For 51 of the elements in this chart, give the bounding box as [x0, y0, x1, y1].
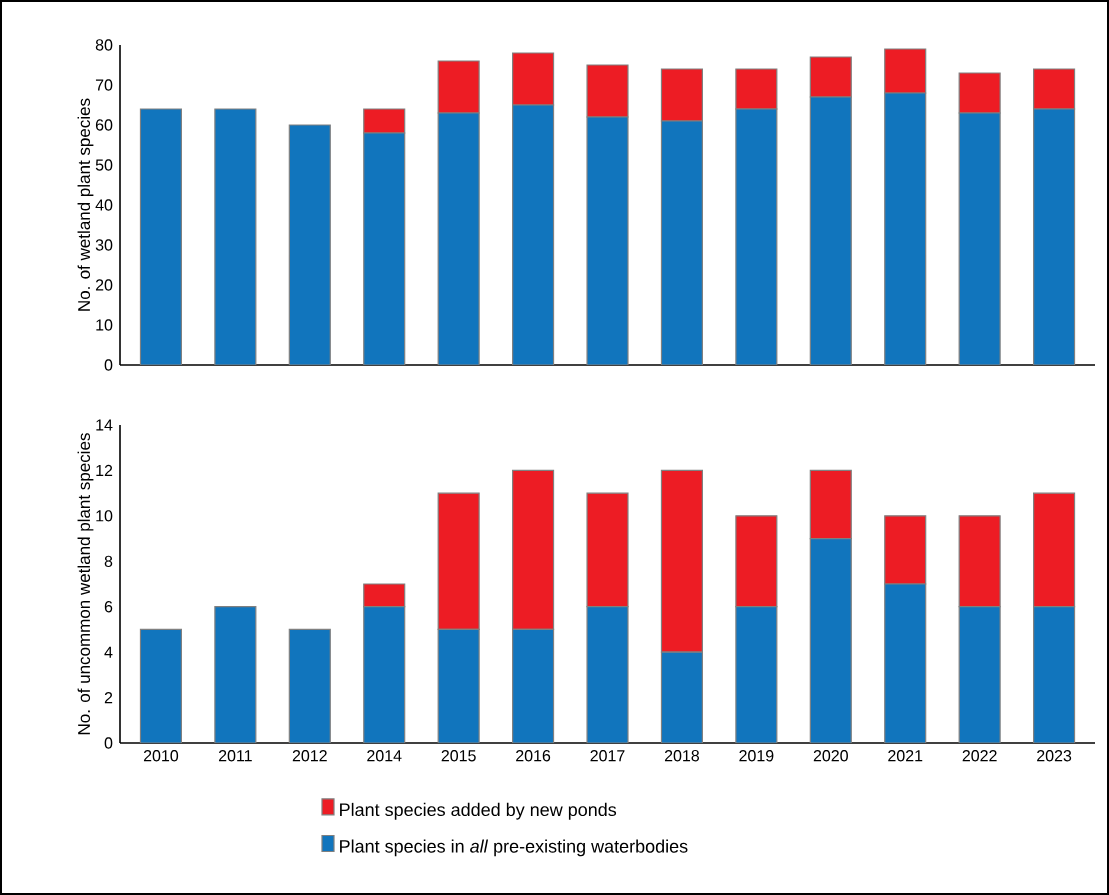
y-tick-label: 12 [96, 464, 113, 477]
y-tick-label: 50 [95, 159, 113, 171]
y-tick-label: 30 [95, 239, 113, 251]
bar [363, 583, 406, 608]
x-tick-label: 2020 [813, 750, 848, 762]
y-tick-label: 2 [104, 691, 113, 704]
y-tick-label: 6 [104, 601, 113, 613]
x-tick-label: 2012 [292, 750, 327, 762]
y-tick-label: 40 [95, 199, 113, 211]
bar [139, 108, 182, 365]
x-tick-label: 2021 [888, 750, 923, 762]
y-axis-title: No. of uncommon wetland plant species [77, 433, 94, 735]
bar [288, 124, 331, 365]
x-tick-label: 2018 [664, 750, 700, 762]
y-axis-title: No. of wetland plant species [77, 98, 94, 311]
y-tick-label: 10 [96, 510, 113, 522]
bar [288, 628, 331, 743]
x-tick-label: 2011 [218, 750, 252, 762]
bar [586, 606, 629, 743]
legend-label: Plant species added by new ponds [340, 802, 617, 820]
x-tick-label: 2023 [1037, 750, 1072, 762]
y-tick-label: 0 [104, 359, 113, 371]
y-tick-label: 70 [95, 79, 113, 91]
bar [735, 606, 778, 743]
y-tick-label: 80 [95, 39, 113, 51]
y-tick-label: 10 [96, 319, 113, 331]
x-tick-label: 2016 [516, 750, 551, 762]
bar [214, 108, 257, 365]
x-tick-label: 2015 [441, 750, 476, 762]
bar [660, 651, 703, 743]
x-tick-label: 2022 [962, 750, 997, 762]
bar [214, 606, 257, 743]
y-tick-label: 0 [104, 737, 113, 749]
x-tick-label: 2017 [590, 750, 625, 762]
bar [363, 606, 406, 743]
bar [809, 537, 852, 743]
y-tick-label: 60 [95, 119, 113, 131]
y-tick-label: 4 [104, 646, 113, 658]
x-tick-label: 2019 [739, 750, 774, 762]
legend-label: Plant species in all pre-existing waterbodies [340, 839, 688, 857]
y-tick-label: 20 [95, 279, 113, 291]
bar [1033, 606, 1076, 743]
bar [512, 628, 555, 743]
x-tick-label: 2014 [367, 750, 402, 762]
y-tick-label: 8 [104, 555, 113, 567]
bar [437, 628, 480, 743]
bar [958, 606, 1001, 743]
bar [884, 583, 927, 743]
y-tick-label: 14 [96, 419, 113, 431]
x-tick-label: 2010 [143, 750, 179, 762]
bar [139, 628, 182, 743]
